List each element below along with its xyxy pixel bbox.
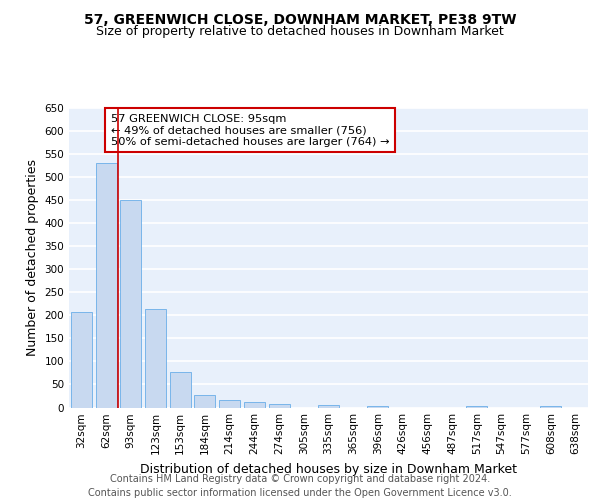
- Bar: [219, 400, 240, 407]
- Text: 57, GREENWICH CLOSE, DOWNHAM MARKET, PE38 9TW: 57, GREENWICH CLOSE, DOWNHAM MARKET, PE3…: [84, 12, 516, 26]
- Bar: [145, 309, 166, 408]
- Bar: [466, 406, 487, 407]
- X-axis label: Distribution of detached houses by size in Downham Market: Distribution of detached houses by size …: [140, 463, 517, 476]
- Y-axis label: Number of detached properties: Number of detached properties: [26, 159, 39, 356]
- Bar: [170, 372, 191, 408]
- Text: Contains HM Land Registry data © Crown copyright and database right 2024.
Contai: Contains HM Land Registry data © Crown c…: [88, 474, 512, 498]
- Bar: [318, 405, 339, 407]
- Bar: [120, 200, 141, 408]
- Text: 57 GREENWICH CLOSE: 95sqm
← 49% of detached houses are smaller (756)
50% of semi: 57 GREENWICH CLOSE: 95sqm ← 49% of detac…: [110, 114, 389, 146]
- Bar: [541, 406, 562, 407]
- Bar: [71, 312, 92, 408]
- Bar: [269, 404, 290, 407]
- Bar: [367, 406, 388, 407]
- Text: Size of property relative to detached houses in Downham Market: Size of property relative to detached ho…: [96, 25, 504, 38]
- Bar: [95, 163, 116, 408]
- Bar: [194, 395, 215, 407]
- Bar: [244, 402, 265, 407]
